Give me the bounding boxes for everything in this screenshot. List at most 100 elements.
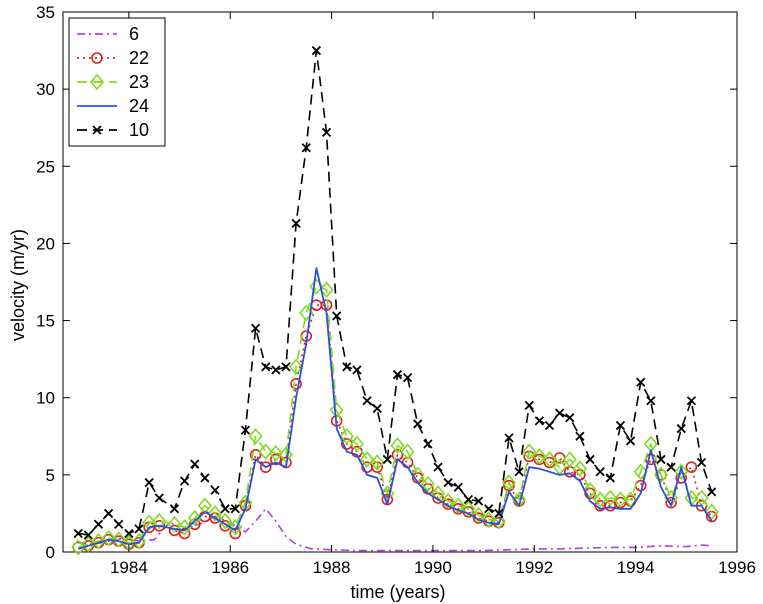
data-point: [258, 443, 273, 460]
data-point: [261, 362, 271, 372]
x-tick-label: 1988: [313, 558, 351, 577]
data-point: [342, 362, 352, 372]
data-point: [370, 454, 385, 471]
data-point: [413, 419, 423, 429]
data-point: [696, 457, 707, 468]
data-point: [210, 485, 220, 495]
data-point: [152, 512, 167, 530]
data-point: [443, 477, 453, 488]
y-tick-label: 30: [36, 80, 55, 99]
data-point: [352, 365, 362, 375]
data-point: [178, 527, 191, 540]
plot-frame: [62, 11, 738, 553]
data-point: [646, 396, 656, 406]
data-point: [685, 461, 698, 473]
data-point: [473, 496, 484, 506]
data-point: [124, 528, 134, 539]
data-point: [501, 474, 517, 491]
data-point: [575, 431, 585, 441]
series-23: [71, 278, 719, 556]
data-point: [188, 518, 201, 531]
data-point: [329, 401, 344, 419]
data-point: [390, 437, 405, 454]
data-point: [169, 504, 180, 514]
x-tick-label: 1990: [414, 558, 452, 577]
data-point: [228, 519, 243, 536]
data-point: [433, 462, 443, 472]
data-point: [271, 365, 281, 375]
data-point: [565, 413, 575, 423]
data-point: [289, 358, 304, 376]
y-tick-label: 20: [36, 234, 55, 253]
data-point: [187, 509, 202, 527]
data-point: [532, 448, 547, 465]
data-point: [270, 453, 282, 466]
data-point: [582, 482, 598, 499]
data-point: [400, 443, 415, 460]
y-axis-label: velocity (m/yr): [8, 229, 28, 341]
data-point: [114, 519, 124, 529]
plot-area: [71, 45, 719, 556]
data-point: [200, 473, 210, 483]
data-point: [230, 504, 240, 514]
y-tick-label: 25: [36, 157, 55, 176]
data-point: [461, 500, 476, 518]
data-point: [131, 532, 147, 550]
series-line-10: [78, 49, 713, 536]
data-point: [636, 377, 646, 387]
legend-marker-23: [89, 73, 105, 91]
data-point: [451, 497, 466, 514]
y-tick-label: 0: [46, 543, 55, 562]
series-24: [77, 267, 713, 550]
data-point: [707, 487, 717, 497]
data-point: [321, 127, 332, 137]
data-point: [623, 491, 638, 508]
data-point: [603, 489, 618, 507]
data-point: [291, 218, 301, 229]
data-point: [544, 420, 555, 431]
y-tick-label: 35: [36, 3, 55, 22]
legend-marker-22: [91, 52, 103, 64]
data-point: [514, 467, 524, 477]
data-point: [676, 423, 686, 434]
data-point: [666, 462, 676, 472]
data-point: [392, 369, 403, 380]
data-point: [259, 461, 272, 473]
y-tick-label: 5: [46, 466, 55, 485]
y-tick-label: 10: [36, 389, 55, 408]
data-point: [311, 45, 322, 56]
data-point: [665, 496, 677, 509]
data-point: [674, 463, 689, 481]
data-point: [524, 400, 534, 411]
data-point: [554, 408, 565, 418]
data-point: [704, 503, 719, 521]
data-point: [93, 519, 104, 529]
data-point: [111, 531, 126, 548]
data-point: [686, 396, 697, 406]
x-tick-label: 1986: [211, 558, 249, 577]
data-point: [595, 467, 605, 477]
legend-label-10: 10: [129, 120, 149, 140]
data-point: [190, 459, 200, 469]
data-point: [585, 454, 595, 465]
legend-label-22: 22: [129, 48, 149, 68]
data-point: [177, 519, 192, 536]
data-point: [423, 439, 433, 449]
data-point: [290, 378, 302, 390]
data-point: [504, 433, 514, 443]
y-tick-label: 15: [36, 312, 55, 331]
data-point: [301, 143, 311, 153]
data-point: [402, 373, 413, 383]
data-point: [605, 473, 615, 483]
data-point: [83, 530, 93, 540]
data-point: [604, 499, 617, 512]
data-point: [615, 420, 626, 431]
data-point: [522, 443, 537, 460]
data-point: [268, 445, 283, 462]
x-tick-label: 1996: [718, 558, 756, 577]
legend: 6 22 23 24 10: [68, 17, 166, 147]
data-point: [349, 435, 364, 453]
data-point: [134, 524, 144, 534]
data-point: [372, 403, 382, 414]
